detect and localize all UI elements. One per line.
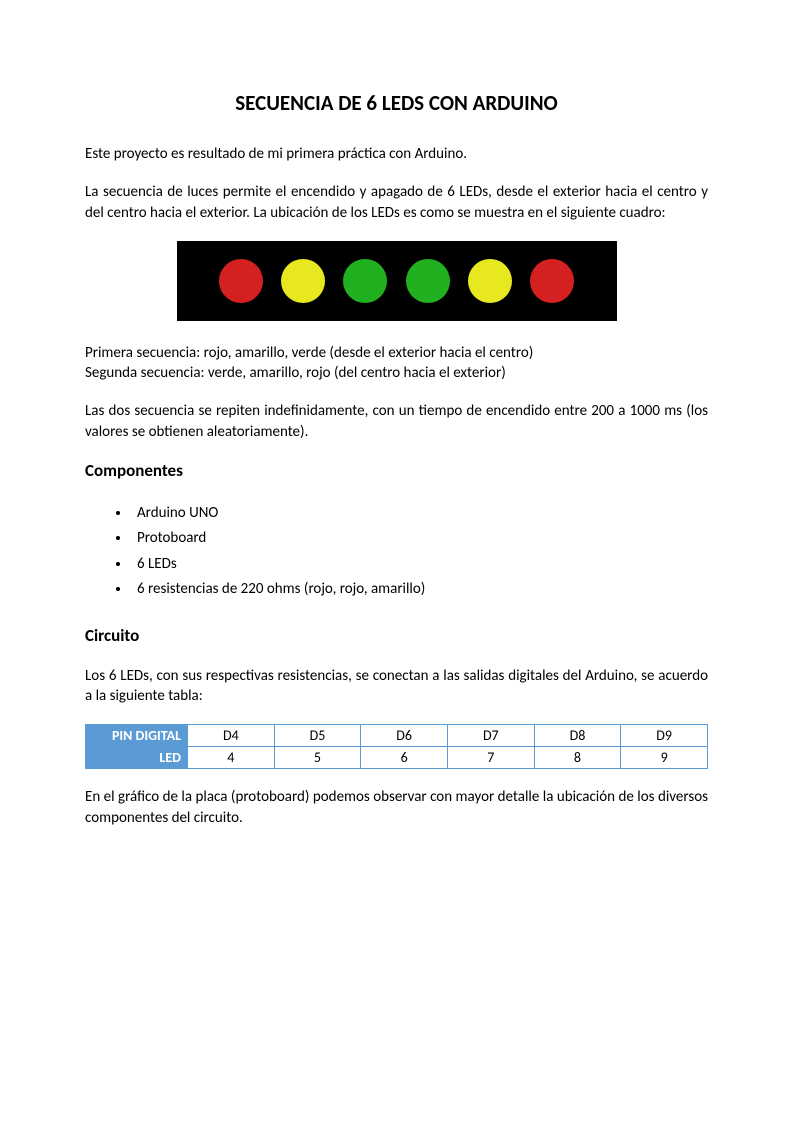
table-cell: 9 — [621, 747, 708, 769]
list-item: 6 resistencias de 220 ohms (rojo, rojo, … — [131, 577, 708, 603]
table-cell: D9 — [621, 725, 708, 747]
circuito-paragraph: Los 6 LEDs, con sus respectivas resisten… — [85, 666, 708, 707]
led-circle-3 — [343, 259, 387, 303]
table-cell: 7 — [447, 747, 534, 769]
row-header-led: LED — [86, 747, 188, 769]
pin-table: PIN DIGITAL D4 D5 D6 D7 D8 D9 LED 4 5 6 … — [85, 724, 708, 769]
table-cell: D7 — [447, 725, 534, 747]
components-heading: Componentes — [85, 460, 708, 481]
row-header-pin: PIN DIGITAL — [86, 725, 188, 747]
closing-paragraph: En el gráfico de la placa (protoboard) p… — [85, 787, 708, 828]
table-cell: 5 — [274, 747, 361, 769]
led-sequence-figure — [177, 241, 617, 321]
table-cell: D6 — [361, 725, 448, 747]
intro-paragraph-1: Este proyecto es resultado de mi primera… — [85, 144, 708, 164]
intro-paragraph-2: La secuencia de luces permite el encendi… — [85, 182, 708, 223]
table-cell: D5 — [274, 725, 361, 747]
circuito-heading: Circuito — [85, 625, 708, 646]
repeat-paragraph: Las dos secuencia se repiten indefinidam… — [85, 401, 708, 442]
table-row: PIN DIGITAL D4 D5 D6 D7 D8 D9 — [86, 725, 708, 747]
list-item: Arduino UNO — [131, 501, 708, 527]
led-circle-5 — [468, 259, 512, 303]
led-circle-2 — [281, 259, 325, 303]
led-circle-4 — [406, 259, 450, 303]
table-cell: D8 — [534, 725, 621, 747]
table-cell: 8 — [534, 747, 621, 769]
list-item: 6 LEDs — [131, 552, 708, 578]
table-row: LED 4 5 6 7 8 9 — [86, 747, 708, 769]
list-item: Protoboard — [131, 526, 708, 552]
table-cell: 4 — [188, 747, 275, 769]
led-circle-6 — [530, 259, 574, 303]
page-title: SECUENCIA DE 6 LEDS CON ARDUINO — [85, 90, 708, 116]
led-circle-1 — [219, 259, 263, 303]
components-list: Arduino UNO Protoboard 6 LEDs 6 resisten… — [131, 501, 708, 603]
sequence-line-2: Segunda secuencia: verde, amarillo, rojo… — [85, 363, 708, 383]
sequence-line-1: Primera secuencia: rojo, amarillo, verde… — [85, 343, 708, 363]
table-cell: 6 — [361, 747, 448, 769]
table-cell: D4 — [188, 725, 275, 747]
sequence-description: Primera secuencia: rojo, amarillo, verde… — [85, 343, 708, 384]
